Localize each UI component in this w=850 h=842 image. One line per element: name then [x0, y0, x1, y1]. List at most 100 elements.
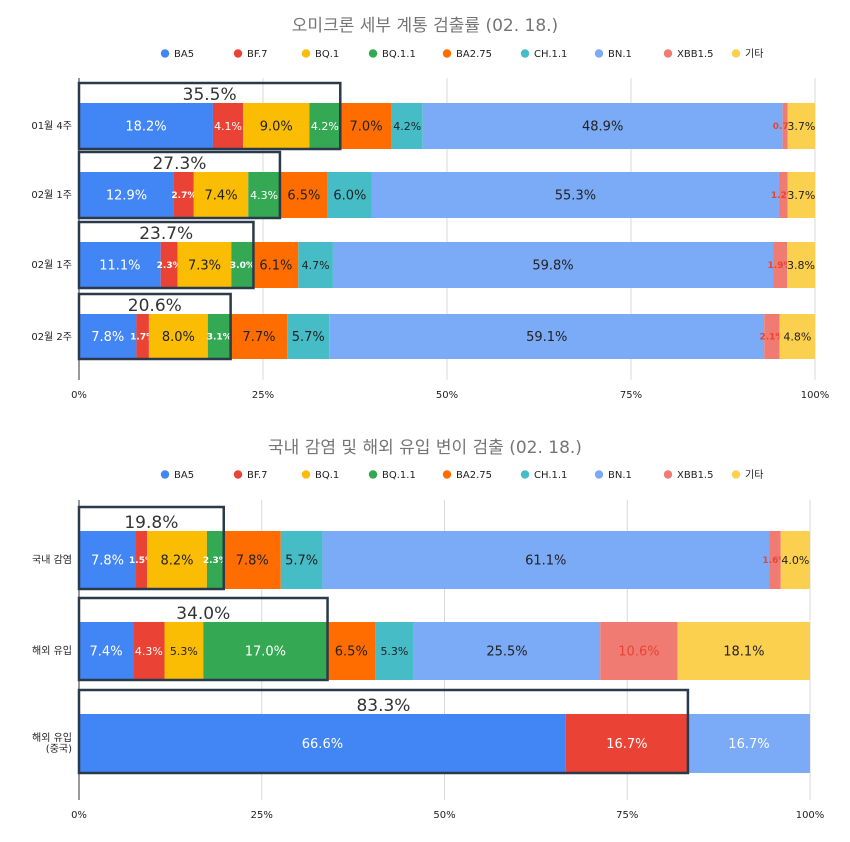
- data-label: 4.1%: [214, 120, 242, 133]
- data-label: 2.7%: [171, 191, 196, 201]
- data-label: 3.1%: [207, 333, 232, 343]
- legend-swatch: [160, 49, 170, 58]
- data-label: 2.1%: [759, 333, 784, 343]
- data-label: 4.2%: [393, 120, 421, 133]
- legend-item: BA2.75: [442, 470, 492, 481]
- legend-label: XBB1.5: [677, 49, 713, 60]
- data-label: 1.6%: [762, 556, 787, 566]
- bar-segment: [279, 172, 328, 218]
- data-label: 59.8%: [532, 259, 573, 274]
- bar-segment: [203, 622, 328, 680]
- legend-item: XBB1.5: [663, 470, 713, 481]
- highlight-label: 27.3%: [152, 154, 206, 174]
- category-label-line: 02월 2주: [31, 331, 72, 343]
- legend-swatch: [368, 470, 378, 479]
- data-label: 6.5%: [335, 645, 368, 660]
- category-label: 해외 유입: [32, 644, 72, 657]
- legend-swatch: [663, 49, 673, 58]
- bar-segment: [600, 622, 678, 680]
- data-label: 7.8%: [91, 554, 124, 569]
- highlight-label: 34.0%: [176, 604, 230, 624]
- highlight-box: [77, 596, 329, 682]
- data-label: 1.7%: [130, 333, 155, 343]
- data-label: 18.2%: [125, 120, 166, 135]
- bar-segment: [340, 103, 392, 149]
- bar-segment: [79, 531, 137, 589]
- bar-segment: [322, 531, 770, 589]
- data-label: 10.6%: [618, 645, 659, 660]
- bar-segment: [309, 103, 341, 149]
- bar-segment: [687, 714, 810, 773]
- legend-item: 기타: [731, 469, 763, 481]
- chart-2: 국내 감염 및 해외 유입 변이 검출 (02. 18.) BA5 BF.7 BQ.1…: [32, 438, 824, 821]
- category-label: 02월 1주: [31, 259, 72, 271]
- bar-segment: [79, 103, 213, 149]
- legend-item: BN.1: [594, 49, 632, 60]
- legend-item: BQ.1.1: [368, 49, 416, 60]
- legend-label: CH.1.1: [534, 470, 567, 481]
- bar-segment: [207, 314, 231, 359]
- data-label: 18.1%: [723, 645, 764, 660]
- data-label: 5.3%: [380, 645, 408, 658]
- category-label-line: 국내 감염: [32, 554, 72, 566]
- bar-segment: [193, 172, 249, 218]
- data-label: 16.7%: [728, 737, 769, 752]
- highlight-label: 23.7%: [139, 224, 193, 244]
- bar-segment: [782, 103, 788, 149]
- data-label: 4.2%: [311, 120, 339, 133]
- legend-label: BQ.1.1: [382, 49, 416, 60]
- legend-item: BQ.1.1: [368, 470, 416, 481]
- data-label: 7.8%: [236, 554, 269, 569]
- legend-label: BA2.75: [456, 49, 492, 60]
- highlight-box: [77, 688, 690, 775]
- bar-segment: [327, 622, 376, 680]
- tick-label: 75%: [620, 390, 642, 401]
- bar-segment: [160, 242, 178, 288]
- legend-item: BA5: [160, 49, 194, 60]
- legend-item: BA5: [160, 470, 194, 481]
- bar-segment: [332, 242, 774, 288]
- data-label: 7.7%: [242, 330, 275, 345]
- bar-segment: [413, 622, 601, 680]
- bar-segment: [298, 242, 333, 288]
- bar-segment: [769, 531, 781, 589]
- data-label: 2.3%: [157, 261, 182, 271]
- data-label: 48.9%: [582, 120, 623, 135]
- highlight-box: [77, 81, 342, 151]
- legend-swatch: [233, 49, 243, 58]
- category-label: 02월 2주: [31, 331, 72, 343]
- bar-segment: [206, 531, 224, 589]
- category-label-line: 02월 1주: [31, 189, 72, 201]
- bar-segment: [779, 314, 815, 359]
- legend-label: BF.7: [247, 49, 268, 60]
- highlight-label: 35.5%: [183, 85, 237, 105]
- data-label: 6.5%: [287, 189, 320, 204]
- data-label: 4.7%: [302, 259, 330, 272]
- data-label: 5.3%: [170, 645, 198, 658]
- data-label: 7.0%: [350, 120, 383, 135]
- data-label: 1.2%: [771, 191, 796, 201]
- legend-item: BN.1: [594, 470, 632, 481]
- legend-item: BA2.75: [442, 49, 492, 60]
- tick-label: 50%: [436, 390, 458, 401]
- legend-item: BQ.1: [301, 470, 339, 481]
- bar-segment: [287, 314, 330, 359]
- data-label: 66.6%: [302, 737, 343, 752]
- legend-label: CH.1.1: [534, 49, 567, 60]
- bar-segment: [391, 103, 423, 149]
- data-label: 55.3%: [555, 189, 596, 204]
- bar-segment: [677, 622, 810, 680]
- data-label: 2.3%: [203, 556, 228, 566]
- data-label: 4.8%: [783, 330, 811, 343]
- legend-label: BN.1: [608, 470, 632, 481]
- bar-segment: [136, 314, 149, 359]
- data-label: 3.0%: [230, 261, 255, 271]
- highlight-box: [77, 505, 225, 591]
- data-label: 3.7%: [787, 120, 815, 133]
- bar-segment: [223, 531, 281, 589]
- legend-item: BQ.1: [301, 49, 339, 60]
- legend-item: CH.1.1: [520, 49, 567, 60]
- data-label: 1.9%: [768, 261, 793, 271]
- category-label-line: (중국): [46, 743, 72, 755]
